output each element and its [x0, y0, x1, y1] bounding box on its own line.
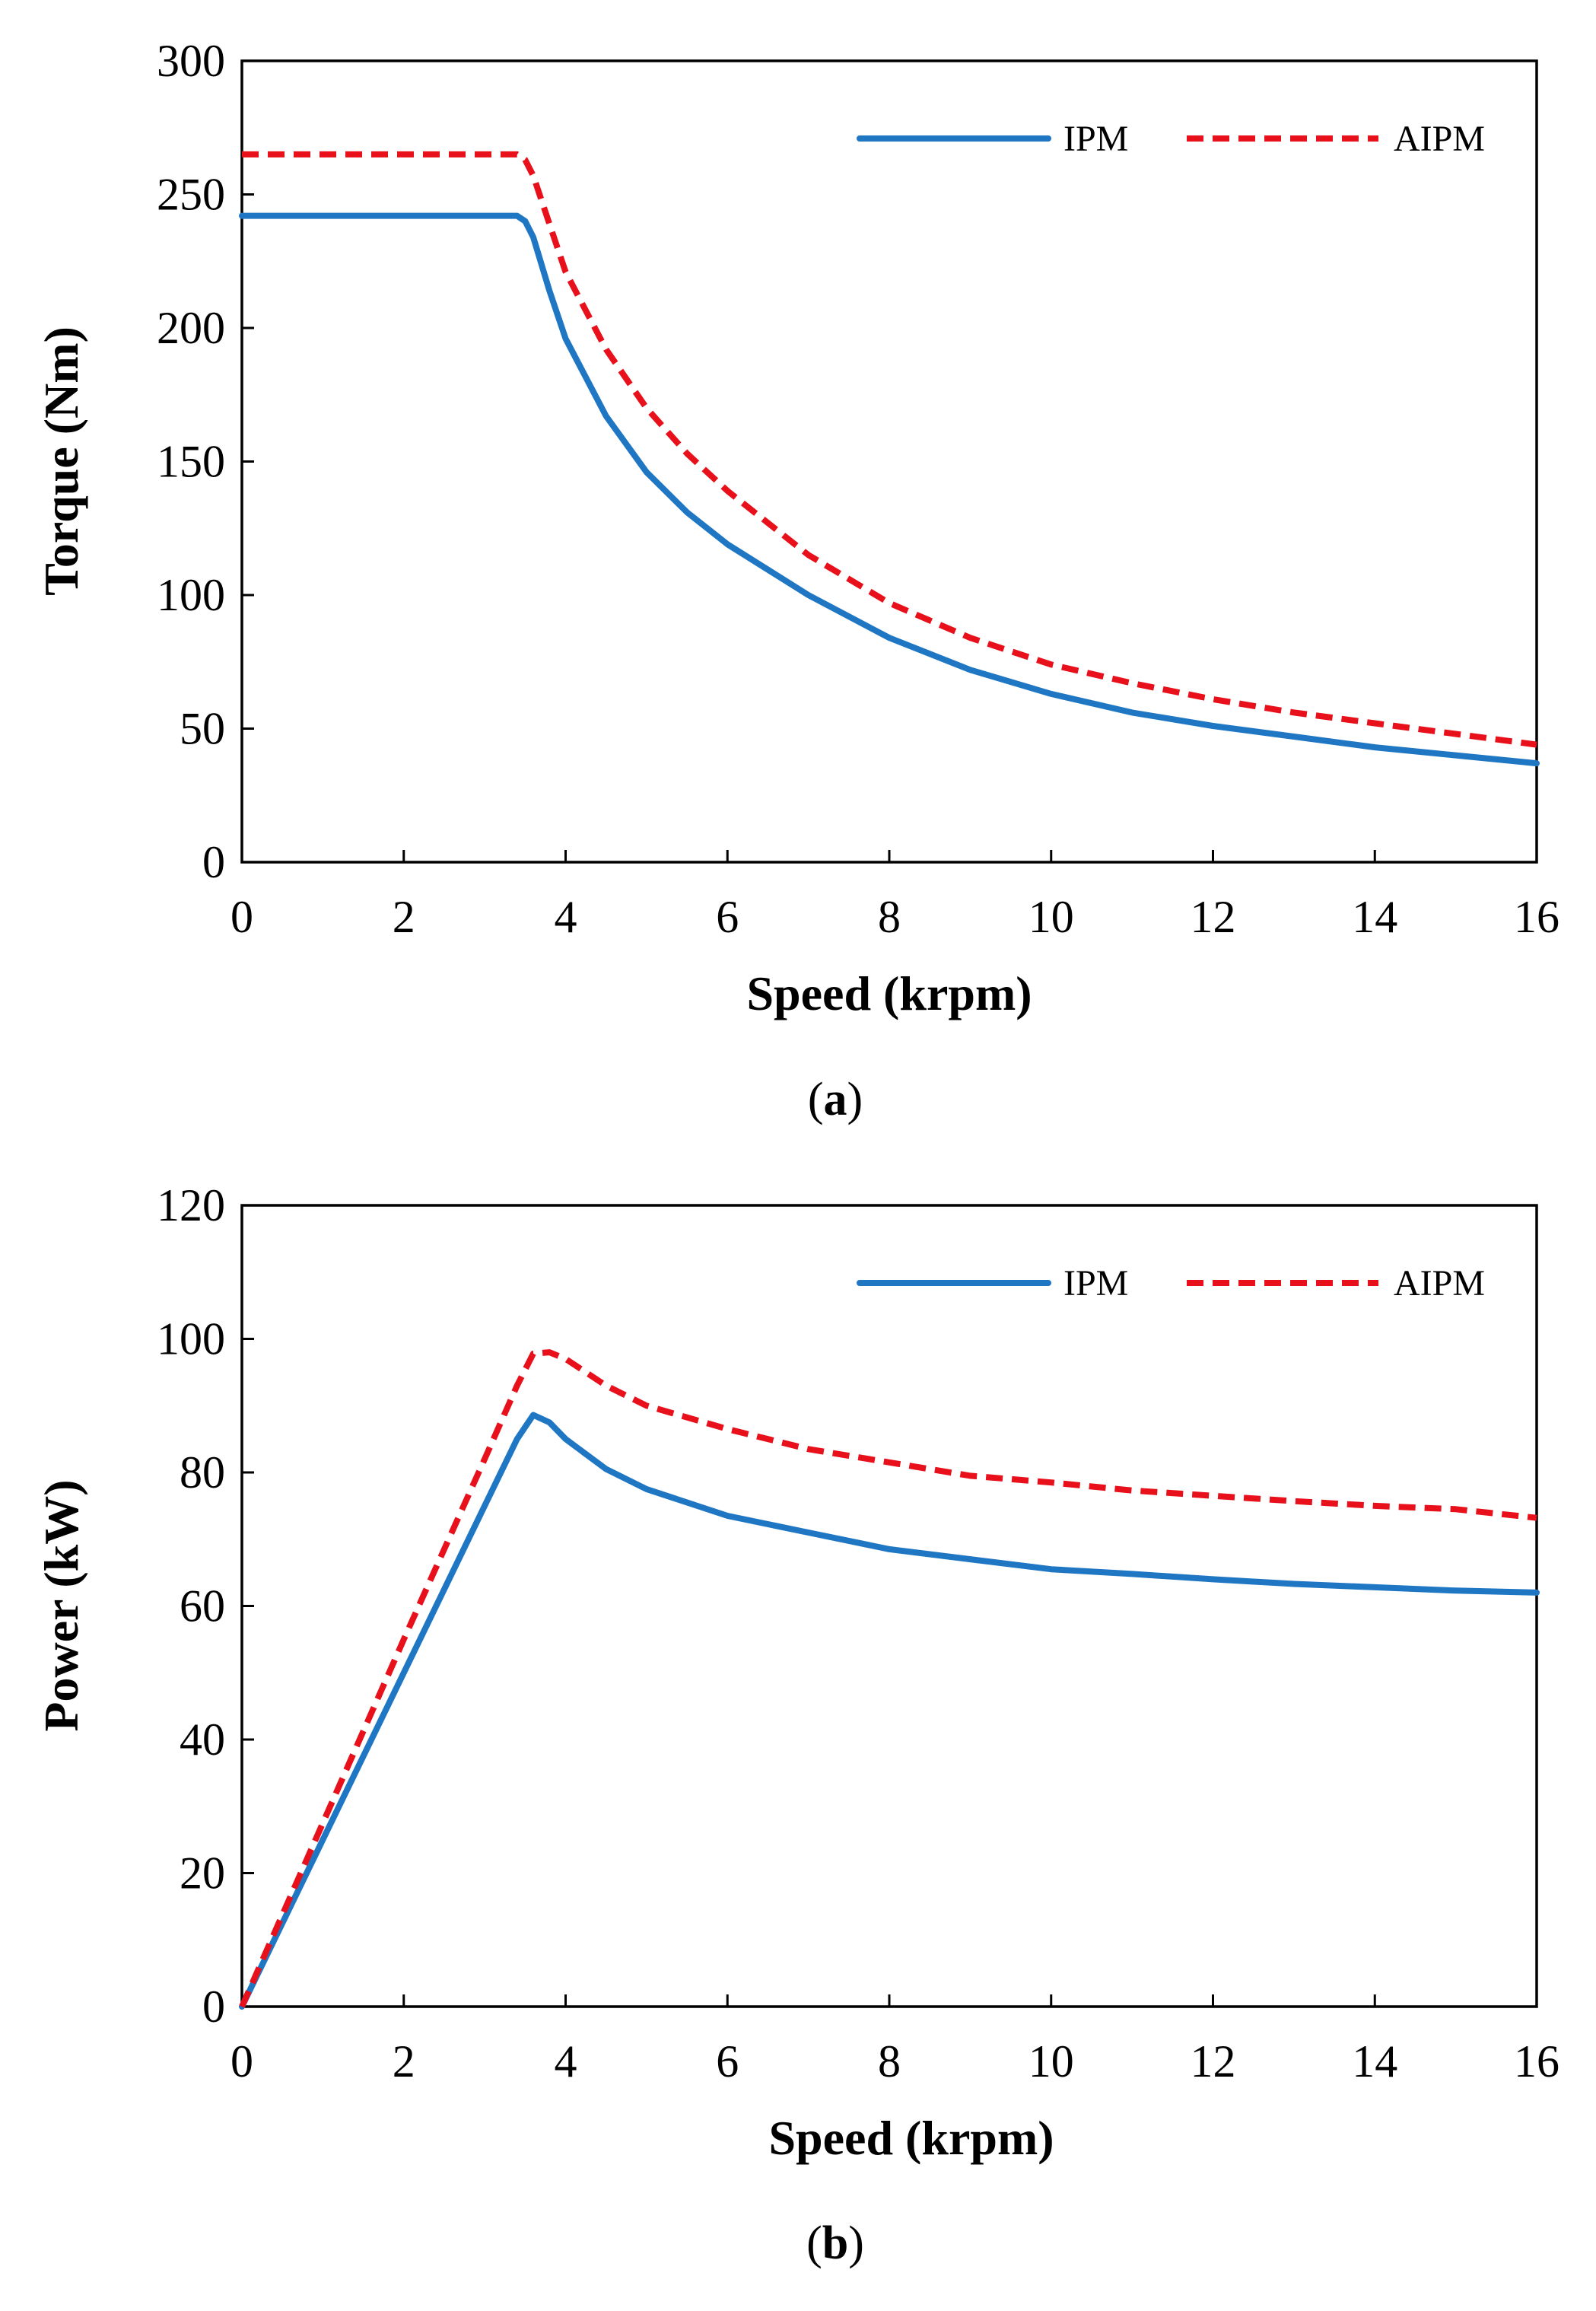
torque-series-ipm [239, 212, 1540, 767]
torque-x-tick-label: 4 [555, 892, 577, 942]
power-y-tick-label: 120 [157, 1180, 225, 1230]
torque-x-tick-label: 8 [878, 892, 901, 942]
power-x-ticks: 0 2 4 6 8 10 12 14 16 [230, 1994, 1559, 2087]
torque-y-tick-label: 150 [157, 437, 225, 487]
power-legend-label-ipm: IPM [1063, 1263, 1128, 1304]
torque-y-tick-label: 200 [157, 303, 225, 353]
torque-y-ticks: 0 50 100 150 200 250 300 [157, 36, 254, 887]
power-y-tick-label: 0 [202, 1982, 225, 2032]
torque-x-tick-label: 12 [1191, 892, 1236, 942]
power-y-tick-label: 100 [157, 1314, 225, 1364]
power-x-tick-label: 0 [230, 2036, 253, 2087]
torque-x-tick-label: 2 [393, 892, 415, 942]
torque-series-aipm [242, 151, 1537, 748]
power-x-tick-label: 14 [1352, 2036, 1397, 2087]
torque-y-tick-label: 0 [202, 837, 225, 887]
power-legend: IPM AIPM [857, 1263, 1485, 1304]
torque-x-tick-label: 6 [716, 892, 739, 942]
power-panel-caption: (b) [806, 2217, 864, 2269]
power-y-tick-label: 80 [180, 1447, 225, 1498]
torque-x-tick-label: 10 [1028, 892, 1074, 942]
torque-panel-caption: (a) [808, 1074, 863, 1125]
power-x-axis-title: Speed (krpm) [768, 2111, 1054, 2165]
torque-x-tick-label: 0 [230, 892, 253, 942]
torque-series-layer [239, 151, 1540, 767]
power-x-tick-label: 10 [1028, 2036, 1074, 2087]
power-panel-caption-letter: b [822, 2217, 848, 2269]
power-y-tick-label: 60 [180, 1581, 225, 1631]
power-x-tick-label: 8 [878, 2036, 901, 2087]
torque-panel-caption-letter: a [824, 1074, 847, 1125]
torque-legend: IPM AIPM [857, 119, 1485, 159]
power-y-tick-label: 40 [180, 1714, 225, 1765]
power-series-aipm [239, 1349, 1537, 2008]
torque-x-axis-title: Speed (krpm) [746, 966, 1032, 1020]
torque-x-tick-label: 16 [1514, 892, 1559, 942]
torque-y-tick-label: 300 [157, 36, 225, 86]
power-legend-label-aipm: AIPM [1394, 1263, 1485, 1304]
power-x-tick-label: 16 [1514, 2036, 1559, 2087]
torque-chart: 0 50 100 150 200 250 300 0 2 4 6 8 10 12 14 16 Torque … [34, 36, 1559, 1125]
power-x-tick-label: 4 [555, 2036, 577, 2087]
power-chart: 0 20 40 60 80 100 120 0 2 4 6 8 10 12 14 16 Power (kW)… [34, 1180, 1559, 2269]
torque-legend-label-ipm: IPM [1063, 119, 1128, 159]
power-y-ticks: 0 20 40 60 80 100 120 [157, 1180, 254, 2032]
torque-legend-label-aipm: AIPM [1394, 119, 1485, 159]
power-y-axis-title: Power (kW) [34, 1479, 88, 1731]
torque-x-tick-label: 14 [1352, 892, 1397, 942]
power-series-layer [239, 1349, 1540, 2010]
torque-y-tick-label: 50 [180, 704, 225, 754]
torque-y-tick-label: 250 [157, 170, 225, 220]
torque-x-ticks: 0 2 4 6 8 10 12 14 16 [230, 850, 1559, 942]
power-x-tick-label: 6 [716, 2036, 739, 2087]
power-y-tick-label: 20 [180, 1848, 225, 1899]
power-x-tick-label: 2 [393, 2036, 415, 2087]
power-series-ipm [239, 1412, 1540, 2010]
power-x-tick-label: 12 [1191, 2036, 1236, 2087]
torque-y-tick-label: 100 [157, 570, 225, 620]
torque-y-axis-title: Torque (Nm) [34, 326, 88, 596]
